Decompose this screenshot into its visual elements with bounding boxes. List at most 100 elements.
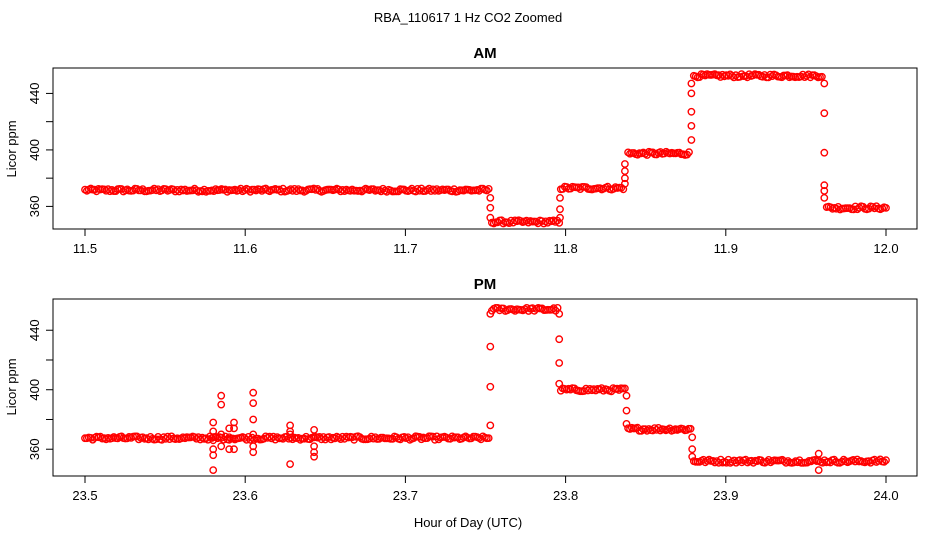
x-tick-label: 11.7	[393, 241, 417, 256]
data-point	[814, 466, 823, 474]
data-point	[880, 457, 888, 466]
data-point	[230, 445, 238, 454]
data-point	[484, 434, 493, 442]
y-axis-label-am: Licor ppm	[4, 120, 19, 177]
data-point	[209, 466, 218, 474]
x-tick-label: 11.8	[553, 241, 577, 256]
data-point	[685, 148, 693, 157]
data-point	[482, 186, 491, 195]
data-point	[486, 421, 495, 430]
points-am	[81, 70, 890, 228]
data-point	[820, 148, 829, 157]
x-tick-label: 24.0	[873, 488, 898, 503]
data-point	[486, 203, 495, 212]
x-tick-label: 11.9	[714, 241, 738, 256]
data-point	[622, 419, 631, 428]
data-point	[820, 181, 829, 190]
data-point	[820, 193, 829, 202]
data-point	[687, 136, 696, 144]
data-point	[622, 391, 631, 400]
data-point	[486, 213, 495, 222]
x-tick-label: 11.5	[73, 241, 97, 256]
data-point	[249, 399, 258, 407]
data-point	[555, 359, 564, 367]
data-point	[209, 445, 218, 454]
data-point	[555, 335, 564, 344]
data-point	[486, 309, 495, 318]
data-point	[737, 70, 746, 79]
data-point	[249, 415, 258, 424]
data-point	[555, 379, 564, 388]
panel-pm: PM Licor ppm 23.5 23.6 23.7 23.8 23.9 24.0 360…	[4, 276, 918, 503]
data-point	[448, 187, 457, 196]
plot-frame-pm	[52, 298, 918, 477]
points-pm	[81, 303, 890, 474]
main-title: RBA_110617 1 Hz CO2 Zoomed	[374, 10, 562, 25]
data-point	[217, 442, 226, 451]
data-point	[225, 433, 234, 442]
data-point	[310, 425, 318, 434]
x-axis-label: Hour of Day (UTC)	[414, 515, 522, 530]
y-tick-label: 400	[27, 139, 42, 161]
data-point	[556, 205, 564, 214]
data-point	[217, 400, 226, 409]
data-point	[660, 149, 669, 158]
data-point	[217, 430, 226, 439]
data-point	[688, 445, 697, 454]
data-point	[286, 460, 294, 468]
axis-ticks-pm: 23.5 23.6 23.7 23.8 23.9 24.0 360 400 440	[27, 319, 899, 503]
x-tick-label: 23.7	[393, 488, 418, 503]
data-point	[209, 427, 218, 436]
y-tick-label: 360	[27, 196, 42, 218]
data-point	[621, 179, 629, 188]
data-point	[820, 79, 829, 88]
x-tick-label: 12.0	[873, 241, 898, 256]
data-point	[882, 203, 890, 212]
x-tick-label: 23.5	[72, 488, 97, 503]
x-tick-label: 23.8	[553, 488, 578, 503]
data-point	[621, 160, 629, 168]
panel-title-pm: PM	[474, 276, 497, 293]
panel-title-am: AM	[473, 45, 496, 62]
data-point	[486, 342, 495, 351]
data-point	[621, 384, 629, 393]
data-point	[209, 436, 218, 445]
data-point	[556, 193, 564, 202]
data-point	[249, 430, 258, 439]
data-point	[286, 430, 294, 439]
panel-am: AM Licor ppm 11.5 11.6 11.7 11.8 11.9 12.0 360…	[4, 45, 918, 256]
y-axis-label-pm: Licor ppm	[4, 358, 19, 415]
data-point	[555, 218, 564, 227]
data-point	[310, 452, 318, 461]
data-point	[820, 109, 829, 118]
x-tick-label: 23.9	[713, 488, 738, 503]
data-point	[686, 424, 695, 433]
data-point	[484, 184, 493, 193]
data-point	[687, 107, 696, 116]
data-point	[486, 193, 495, 202]
y-tick-label: 360	[27, 438, 42, 460]
data-point	[486, 382, 495, 391]
data-point	[882, 456, 890, 465]
data-point	[814, 449, 823, 458]
data-point	[230, 418, 238, 427]
data-point	[656, 426, 665, 435]
y-tick-label: 400	[27, 379, 42, 401]
data-point	[687, 122, 696, 130]
x-tick-label: 23.6	[233, 488, 258, 503]
data-point	[310, 442, 318, 451]
y-tick-label: 440	[27, 319, 42, 341]
data-point	[556, 213, 564, 222]
data-point	[621, 167, 629, 176]
data-point	[687, 89, 696, 98]
data-point	[688, 433, 697, 442]
data-point	[249, 448, 258, 457]
data-point	[249, 388, 258, 397]
data-point	[310, 433, 318, 442]
axis-ticks-am: 11.5 11.6 11.7 11.8 11.9 12.0 360 400 440	[27, 83, 899, 256]
data-point	[818, 72, 826, 81]
data-point	[286, 427, 294, 436]
data-point	[555, 309, 564, 318]
plot-frame-am	[52, 67, 918, 230]
